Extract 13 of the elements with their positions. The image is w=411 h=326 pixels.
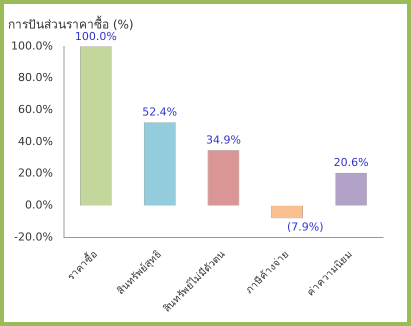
data-label: 34.9% [206,133,241,146]
y-tick-label: -20.0% [14,230,53,244]
y-tick-label: 60.0% [18,102,53,116]
data-label: (7.9%) [287,220,324,234]
data-label: 52.4% [142,106,178,119]
data-label: 20.6% [334,156,369,170]
chart-title: การปันส่วนราคาซื้อ (%) [8,15,134,32]
y-tick-label: 40.0% [18,134,53,148]
y-tick-label: 20.0% [18,166,53,180]
data-label: 100.0% [74,30,117,43]
y-tick-label: 80.0% [18,71,53,84]
y-tick-label: 100.0% [10,39,53,52]
y-tick-label: 0.0% [24,198,53,212]
